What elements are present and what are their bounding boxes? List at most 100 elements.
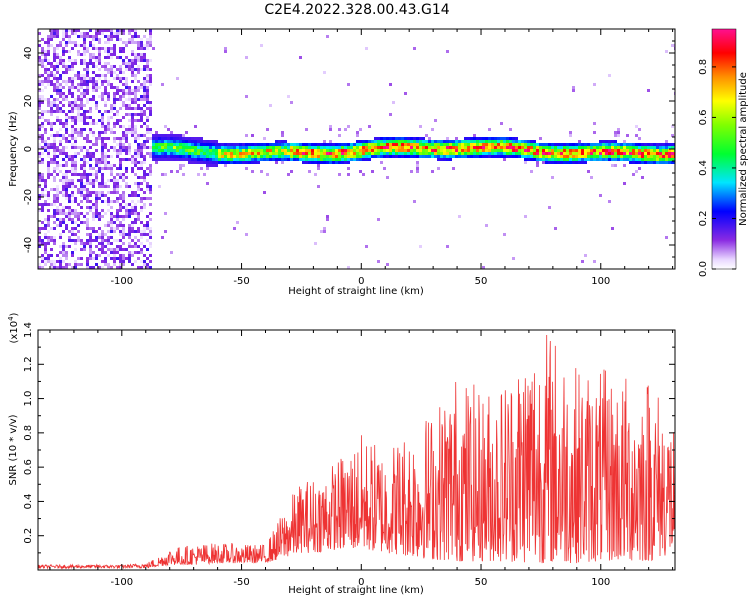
heatmap-cell: [86, 242, 89, 245]
heatmap-cell: [473, 146, 476, 149]
heatmap-cell: [146, 74, 149, 77]
heatmap-cell: [221, 149, 224, 152]
heatmap-cell: [614, 155, 617, 158]
heatmap-cell: [275, 143, 278, 146]
heatmap-cell: [104, 212, 107, 215]
heatmap-cell: [431, 152, 434, 155]
heatmap-cell: [500, 155, 503, 158]
heatmap-cell: [527, 149, 530, 152]
heatmap-cell: [299, 155, 302, 158]
heatmap-cell: [59, 62, 62, 65]
heatmap-cell: [92, 266, 95, 269]
heatmap-cell: [56, 68, 59, 71]
heatmap-cell: [140, 83, 143, 86]
heatmap-cell: [512, 137, 515, 140]
heatmap-cell: [440, 149, 443, 152]
heatmap-cell: [590, 155, 593, 158]
heatmap-cell: [83, 242, 86, 245]
heatmap-cell: [41, 137, 44, 140]
heatmap-cell: [74, 266, 77, 269]
heatmap-cell: [152, 152, 155, 155]
heatmap-cell: [143, 134, 146, 137]
heatmap-cell: [119, 194, 122, 197]
heatmap-cell: [92, 89, 95, 92]
heatmap-cell: [95, 56, 98, 59]
heatmap-cell: [620, 158, 623, 161]
heatmap-cell: [329, 143, 332, 146]
heatmap-cell: [53, 212, 56, 215]
heatmap-cell: [56, 266, 59, 269]
heatmap-cell: [113, 104, 116, 107]
heatmap-cell: [479, 152, 482, 155]
heatmap-cell: [479, 143, 482, 146]
heatmap-cell: [383, 143, 386, 146]
heatmap-cell: [638, 155, 641, 158]
heatmap-cell: [110, 50, 113, 53]
heatmap-cell: [149, 170, 152, 173]
heatmap-cell: [41, 95, 44, 98]
heatmap-cell: [38, 179, 41, 182]
heatmap-cell: [449, 152, 452, 155]
heatmap-cell: [83, 59, 86, 62]
heatmap-cell: [278, 155, 281, 158]
heatmap-cell: [458, 149, 461, 152]
heatmap-cell: [38, 125, 41, 128]
heatmap-cell: [500, 152, 503, 155]
heatmap-cell: [116, 248, 119, 251]
heatmap-cell: [365, 152, 368, 155]
heatmap-cell: [497, 155, 500, 158]
heatmap-cell: [200, 155, 203, 158]
heatmap-cell: [503, 137, 506, 140]
heatmap-cell: [50, 32, 53, 35]
heatmap-cell: [305, 155, 308, 158]
heatmap-cell: [107, 179, 110, 182]
heatmap-cell: [119, 32, 122, 35]
heatmap-cell: [167, 137, 170, 140]
spectrogram-x-label: Height of straight line (km): [288, 286, 424, 297]
heatmap-cell: [122, 149, 125, 152]
heatmap-cell: [47, 110, 50, 113]
heatmap-cell: [620, 143, 623, 146]
heatmap-cell: [80, 98, 83, 101]
heatmap-cell: [119, 95, 122, 98]
heatmap-cell: [323, 230, 326, 233]
heatmap-cell: [86, 221, 89, 224]
heatmap-cell: [545, 149, 548, 152]
heatmap-cell: [47, 137, 50, 140]
heatmap-cell: [92, 134, 95, 137]
heatmap-cell: [71, 125, 74, 128]
heatmap-cell: [50, 95, 53, 98]
heatmap-cell: [650, 155, 653, 158]
heatmap-cell: [71, 155, 74, 158]
heatmap-cell: [326, 155, 329, 158]
heatmap-cell: [131, 128, 134, 131]
heatmap-cell: [452, 155, 455, 158]
heatmap-cell: [269, 146, 272, 149]
heatmap-cell: [623, 149, 626, 152]
heatmap-cell: [545, 161, 548, 164]
heatmap-cell: [59, 101, 62, 104]
heatmap-cell: [410, 170, 413, 173]
heatmap-cell: [44, 68, 47, 71]
heatmap-cell: [137, 86, 140, 89]
heatmap-cell: [92, 185, 95, 188]
heatmap-cell: [50, 266, 53, 269]
heatmap-cell: [59, 179, 62, 182]
heatmap-cell: [125, 44, 128, 47]
heatmap-cell: [428, 155, 431, 158]
heatmap-cell: [386, 149, 389, 152]
heatmap-cell: [38, 89, 41, 92]
heatmap-cell: [491, 149, 494, 152]
heatmap-cell: [44, 188, 47, 191]
heatmap-cell: [251, 146, 254, 149]
heatmap-cell: [359, 158, 362, 161]
heatmap-cell: [326, 146, 329, 149]
heatmap-cell: [296, 143, 299, 146]
heatmap-cell: [428, 152, 431, 155]
heatmap-cell: [404, 149, 407, 152]
heatmap-cell: [278, 140, 281, 143]
heatmap-cell: [83, 68, 86, 71]
heatmap-cell: [47, 143, 50, 146]
heatmap-cell: [281, 149, 284, 152]
heatmap-cell: [41, 188, 44, 191]
